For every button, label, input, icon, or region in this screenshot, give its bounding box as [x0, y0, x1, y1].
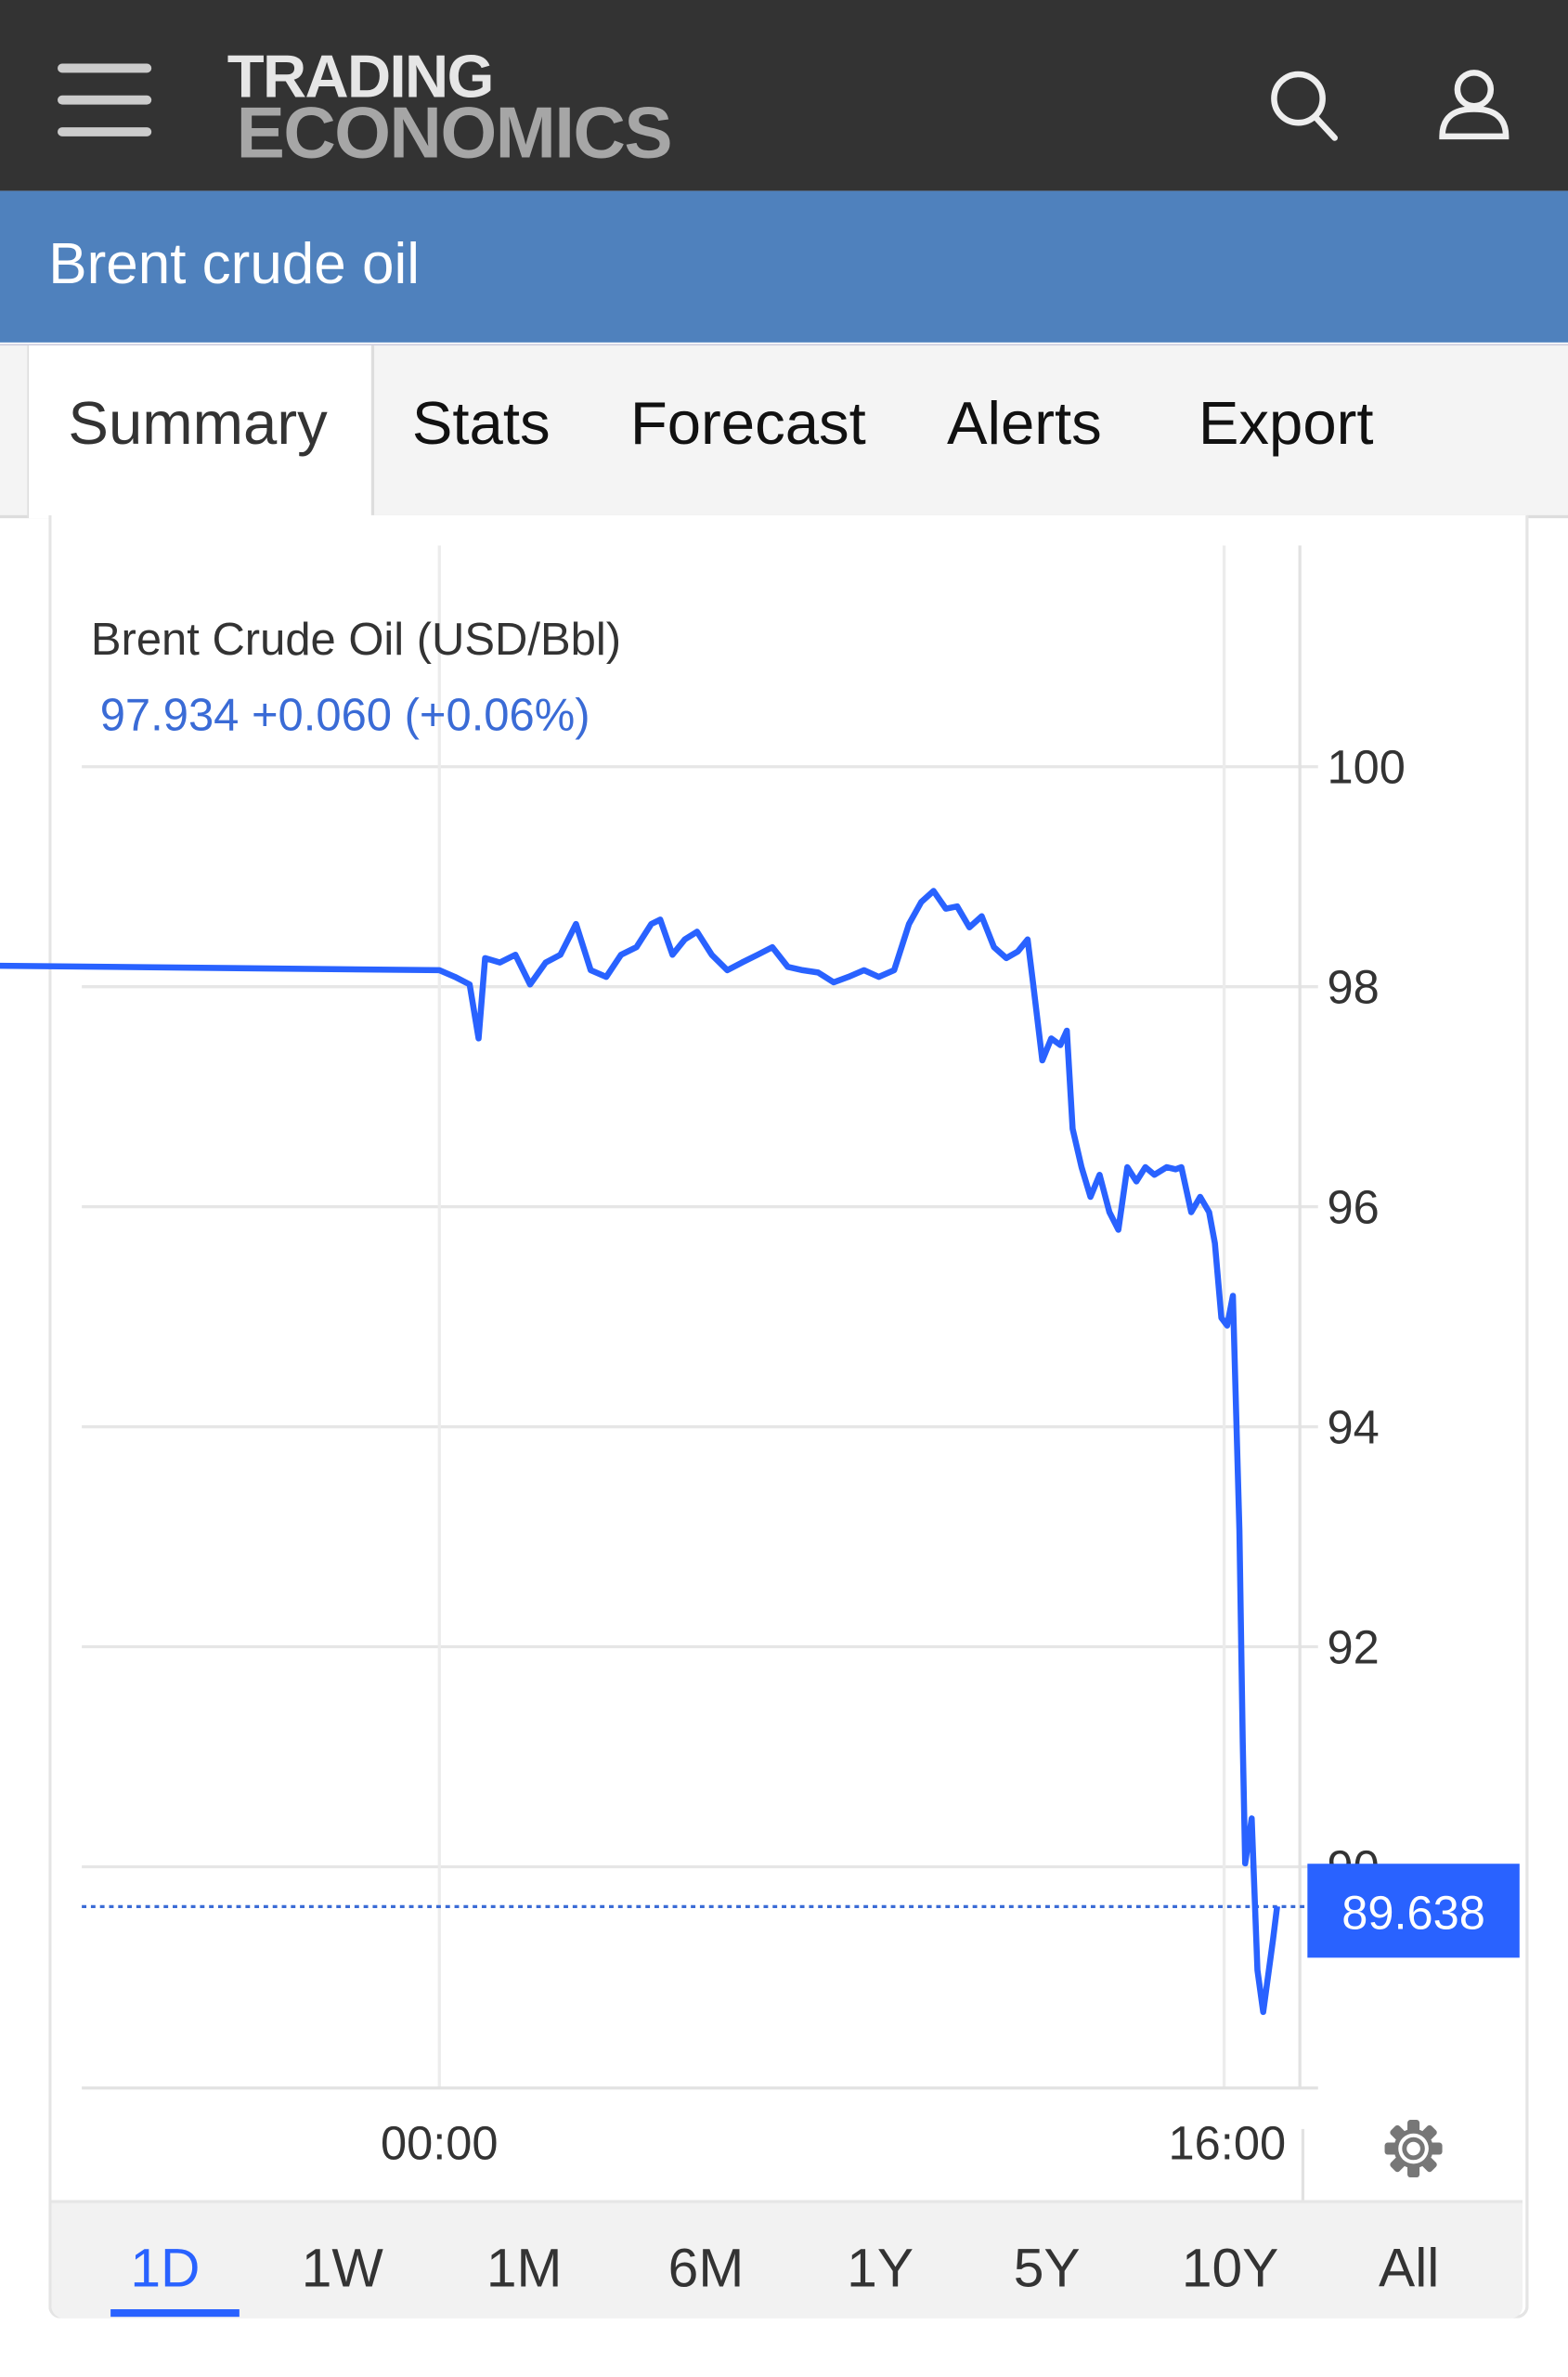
tab-summary-label: Summary: [68, 391, 328, 458]
range-5y[interactable]: 5Y: [1013, 2236, 1081, 2299]
title-band: Brent crude oil: [0, 190, 1568, 343]
range-10y[interactable]: 10Y: [1181, 2236, 1279, 2299]
tab-bar: Summary Stats Forecast Alerts Export: [0, 344, 1568, 519]
tab-alerts[interactable]: Alerts: [946, 391, 1102, 458]
user-icon[interactable]: [1436, 67, 1512, 143]
last-value-label: 89.638: [1341, 1886, 1485, 1939]
range-1w[interactable]: 1W: [301, 2236, 383, 2299]
series-line: [0, 888, 1280, 2016]
hamburger-menu-icon[interactable]: [58, 63, 152, 140]
tab-export[interactable]: Export: [1198, 391, 1374, 458]
chart-title: Brent Crude Oil (USD/Bbl): [91, 615, 621, 665]
page-title: Brent crude oil: [48, 233, 421, 297]
settings-gear-icon[interactable]: [1384, 2120, 1443, 2178]
range-6m[interactable]: 6M: [667, 2236, 745, 2299]
logo-line1: TRADING: [227, 44, 495, 111]
tab-forecast[interactable]: Forecast: [629, 391, 866, 458]
range-1y[interactable]: 1Y: [847, 2236, 914, 2299]
x-tick-label: 16:00: [1169, 2116, 1287, 2169]
search-icon[interactable]: [1266, 67, 1342, 143]
y-tick-label: 92: [1328, 1620, 1380, 1673]
tab-summary[interactable]: Summary: [27, 345, 375, 519]
y-tick-label: 98: [1328, 961, 1380, 1014]
logo-line2: ECONOMICS: [236, 94, 673, 175]
range-all[interactable]: All: [1379, 2236, 1440, 2299]
y-tick-label: 94: [1328, 1401, 1380, 1454]
chart-quote: 97.934 +0.060 (+0.06%): [100, 691, 590, 741]
y-tick-label: 100: [1328, 741, 1406, 794]
tab-stats[interactable]: Stats: [411, 391, 551, 458]
range-1d[interactable]: 1D: [130, 2236, 201, 2299]
x-tick-label: 00:00: [381, 2116, 499, 2169]
logo[interactable]: TRADING ECONOMICS: [227, 44, 673, 175]
y-tick-label: 96: [1328, 1181, 1380, 1234]
last-value-badge: [1307, 1864, 1520, 1958]
top-bar: TRADING ECONOMICS: [0, 0, 1568, 191]
active-range-underline: [110, 2309, 240, 2318]
grid: [82, 765, 1318, 1869]
chart-card: [48, 514, 1529, 2319]
range-selector: 1D 1W 1M 6M 1Y 5Y 10Y All: [51, 2200, 1523, 2319]
range-1m[interactable]: 1M: [486, 2236, 563, 2299]
